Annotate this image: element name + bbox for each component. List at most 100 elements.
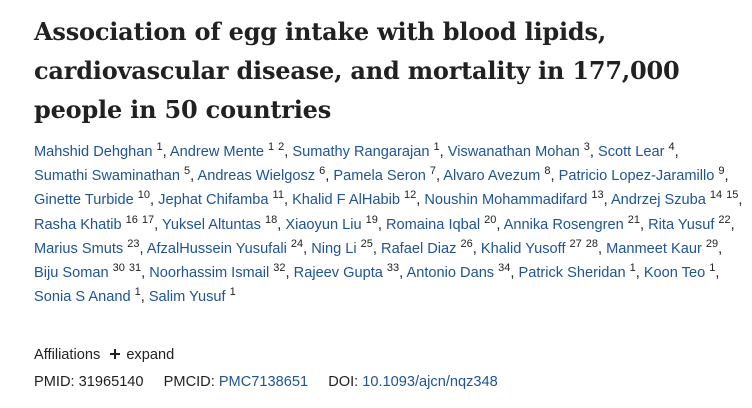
author-item: Antonio Dans 34, [406,262,514,282]
affiliation-number[interactable]: 27 [569,237,582,250]
author-name-link[interactable]: Mahshid Dehghan [34,144,153,160]
affiliation-number[interactable]: 26 [460,237,473,250]
affiliation-number[interactable]: 31 [128,262,142,275]
author-separator: , [472,240,477,257]
author-name-link[interactable]: Annika Rosengren [503,216,624,233]
affiliation-number[interactable]: 33 [386,262,400,275]
authors-list: Mahshid Dehghan 1, Andrew Mente 1 2, Sumath… [34,140,746,309]
author-name-link[interactable]: Ning Li [311,240,357,257]
author-name-link[interactable]: Andrew Mente [169,144,264,160]
author-item: Noorhassim Ismail 32, [149,262,289,282]
affiliation-number[interactable]: 7 [429,165,436,178]
author-item: Andrew Mente 1 2, [169,141,289,161]
author-item: Koon Teo 1, [643,262,720,282]
affiliation-number[interactable]: 29 [705,237,719,250]
author-name-link[interactable]: Alvaro Avezum [443,168,541,185]
author-name-link[interactable]: Ginette Turbide [34,192,134,209]
affiliation-number[interactable]: 1 [268,141,275,153]
affiliation-number[interactable]: 13 [591,189,604,202]
affiliation-number[interactable]: 23 [127,237,140,250]
affiliation-number[interactable]: 15 [726,189,739,202]
author-separator: , [284,144,289,160]
affiliations-expand-button[interactable]: expand [110,347,174,363]
author-separator: , [162,144,167,160]
author-name-link[interactable]: Patrick Sheridan [518,265,626,282]
author-item: Romaina Iqbal 20, [386,213,500,233]
affiliation-number[interactable]: 1 [709,262,716,275]
author-name-link[interactable]: Yuksel Altuntas [161,216,261,233]
author-separator: , [640,216,645,233]
affiliation-number[interactable]: 25 [360,237,373,250]
affiliation-number[interactable]: 24 [290,237,304,250]
author-separator: , [154,216,159,233]
affiliation-number[interactable]: 20 [484,213,497,226]
author-name-link[interactable]: Rasha Khatib [34,216,122,233]
affiliation-number[interactable]: 1 [156,141,163,153]
affiliation-number[interactable]: 30 [112,262,125,275]
affiliation-number[interactable]: 16 [125,213,138,226]
author-name-link[interactable]: AfzalHussein Yusufali [146,240,287,257]
affiliation-number[interactable]: 34 [498,262,511,275]
author-name-link[interactable]: Rafael Diaz [381,240,457,257]
affiliation-number[interactable]: 1 [134,286,141,299]
author-name-link[interactable]: Koon Teo [643,265,706,282]
author-name-link[interactable]: Pamela Seron [333,168,426,185]
author-name-link[interactable]: Manmeet Kaur [606,240,702,257]
author-item: AfzalHussein Yusufali 24, [146,237,307,257]
author-name-link[interactable]: Romaina Iqbal [386,216,481,233]
affiliation-number[interactable]: 2 [278,141,285,153]
affiliation-number[interactable]: 1 [433,141,440,153]
author-name-link[interactable]: Noushin Mohammadifard [424,192,588,209]
affiliation-number[interactable]: 10 [137,189,151,202]
doi-link[interactable]: 10.1093/ajcn/nqz348 [362,374,498,390]
author-name-link[interactable]: Xiaoyun Liu [285,216,362,233]
author-name-link[interactable]: Antonio Dans [406,265,495,282]
author-name-link[interactable]: Viswanathan Mohan [447,144,580,160]
affiliation-number[interactable]: 17 [141,213,155,226]
author-name-link[interactable]: Andreas Wielgosz [197,168,316,185]
author-name-link[interactable]: Sumathi Swaminathan [34,168,181,185]
author-name-link[interactable]: Noorhassim Ismail [149,265,270,282]
author-name-link[interactable]: Marius Smuts [34,240,124,257]
author-item: Viswanathan Mohan 3, [447,141,594,161]
author-name-link[interactable]: Biju Soman [34,265,109,282]
author-name-link[interactable]: Patricio Lopez-Jaramillo [558,168,715,185]
affiliation-number[interactable]: 4 [668,141,675,153]
affiliation-number[interactable]: 12 [403,189,417,202]
author-separator: , [724,168,729,185]
author-name-link[interactable]: Rita Yusuf [648,216,715,233]
author-name-link[interactable]: Sonia S Anand [34,289,131,306]
affiliation-number[interactable]: 19 [365,213,378,226]
author-name-link[interactable]: Rajeev Gupta [293,265,383,282]
pmcid-link[interactable]: PMC7138651 [218,374,309,390]
affiliation-number[interactable]: 21 [627,213,640,226]
affiliation-number[interactable]: 3 [583,141,590,153]
affiliation-number[interactable]: 22 [718,213,731,226]
author-item: Khalid F AlHabib 12, [292,189,420,209]
affiliation-number[interactable]: 5 [184,165,191,178]
affiliation-number[interactable]: 8 [544,165,551,178]
author-name-link[interactable]: Khalid Yusoff [480,240,566,257]
affiliation-number[interactable]: 1 [229,286,236,299]
affiliation-number[interactable]: 11 [272,189,284,202]
affiliation-number[interactable]: 6 [319,165,326,178]
affiliation-number[interactable]: 9 [718,165,725,178]
author-name-link[interactable]: Andrzej Szuba [610,192,706,209]
author-name-link[interactable]: Salim Yusuf [148,289,226,306]
author-name-link[interactable]: Sumathy Rangarajan [292,144,430,160]
author-name-link[interactable]: Khalid F AlHabib [292,192,400,209]
affiliation-number[interactable]: 1 [629,262,636,275]
author-item: Mahshid Dehghan 1, [34,141,167,161]
affiliations-row: Affiliations expand [34,345,174,365]
affiliation-number[interactable]: 14 [709,189,723,202]
author-name-link[interactable]: Scott Lear [597,144,665,160]
affiliation-number[interactable]: 28 [585,237,599,250]
affiliation-number[interactable]: 32 [273,262,286,275]
author-item: Marius Smuts 23, [34,237,144,257]
plus-icon [110,349,121,359]
author-separator: , [283,192,288,209]
author-name-link[interactable]: Jephat Chifamba [158,192,269,209]
affiliation-number[interactable]: 18 [264,213,278,226]
affiliations-label: Affiliations [34,347,101,363]
author-separator: , [190,168,195,185]
